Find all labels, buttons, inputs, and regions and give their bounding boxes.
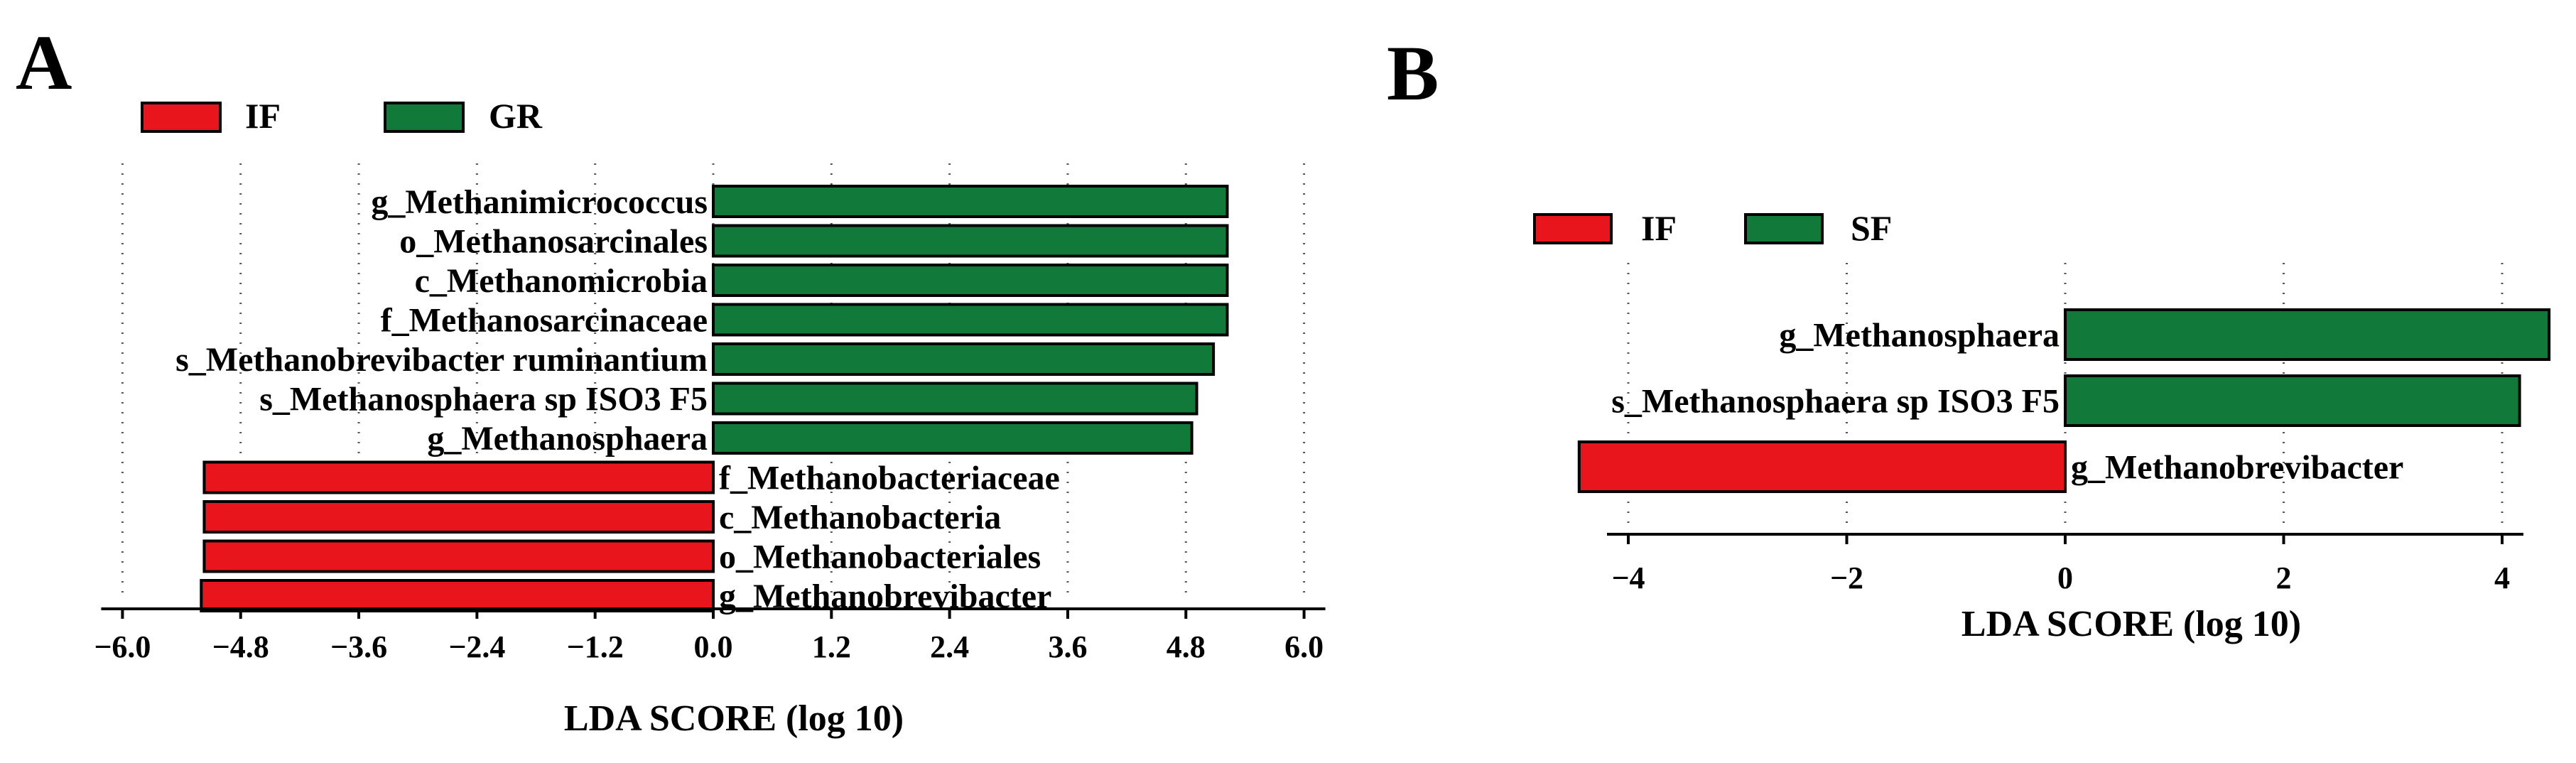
legend-label-sf: SF: [1851, 208, 1892, 248]
legend-b: IF SF: [1533, 208, 1892, 248]
bars-b: [1577, 308, 2551, 493]
category-label: f_Methanosarcinaceae: [381, 301, 708, 339]
bar-f-methanosarcinaceae: [712, 303, 1229, 337]
bar-f-methanobacteriaceae: [202, 460, 715, 494]
tick-label: −2: [1830, 561, 1863, 595]
tick-label: 4: [2494, 561, 2510, 595]
category-label: c_Methanobacteria: [719, 499, 1001, 536]
tick-label: −1.2: [567, 629, 624, 664]
tick-label: 3.6: [1048, 629, 1087, 664]
legend-label-if: IF: [1641, 208, 1677, 248]
legend-swatch-if: [141, 102, 222, 133]
x-axis-title-b: LDA SCORE (log 10): [1961, 604, 2301, 644]
category-label: g_Methanimicrococcus: [371, 183, 708, 221]
bar-g-methanosphaera: [2064, 308, 2551, 361]
tick-label: −3.6: [330, 629, 387, 664]
category-label: o_Methanosarcinales: [399, 222, 708, 260]
bar-g-methanobrevibacter: [1577, 440, 2067, 493]
category-label: f_Methanobacteriaceae: [719, 459, 1060, 497]
tick-label: 4.8: [1167, 629, 1206, 664]
panel-label-b: B: [1387, 30, 1439, 117]
tick-label: 0.0: [694, 629, 733, 664]
legend-swatch-gr: [384, 102, 465, 133]
ticks-a: −6.0 −4.8 −3.6 −2.4 −1.2 0.0 1.2 2.4 3.6 4.8 6.0: [94, 609, 1324, 664]
legend-label-if: IF: [245, 96, 281, 136]
tick-label: 6.0: [1284, 629, 1324, 664]
category-label: g_Methanosphaera: [1779, 316, 2060, 354]
bar-s-methanosphaera-sp-iso3-f5: [712, 381, 1198, 416]
category-label: o_Methanobacteriales: [719, 538, 1041, 575]
bar-c-methanobacteria: [202, 500, 715, 534]
legend-a: IF GR: [141, 96, 543, 136]
ticks-b: −4 −2 0 2 4: [1611, 534, 2510, 595]
tick-label: 2: [2276, 561, 2292, 595]
category-label: s_Methanobrevibacter ruminantium: [175, 341, 708, 379]
category-labels-a: g_Methanimicrococcuso_Methanosarcinalesc…: [175, 183, 1060, 615]
legend-swatch-sf: [1744, 213, 1824, 244]
tick-label: −2.4: [448, 629, 505, 664]
category-label: s_Methanosphaera sp ISO3 F5: [1611, 382, 2060, 420]
tick-label: 1.2: [812, 629, 851, 664]
bar-s-methanosphaera-sp-iso3-f5: [2064, 374, 2521, 427]
tick-label: −4.8: [212, 629, 269, 664]
tick-label: −6.0: [94, 629, 151, 664]
bars-a: [200, 185, 1229, 612]
tick-label: −4: [1611, 561, 1645, 595]
x-axis-title-a: LDA SCORE (log 10): [564, 698, 904, 739]
tick-label: 2.4: [930, 629, 969, 664]
tick-label: 0: [2057, 561, 2073, 595]
bar-s-methanobrevibacter-ruminantium: [712, 342, 1216, 376]
category-label: g_Methanobrevibacter: [2071, 448, 2403, 486]
panel-label-a: A: [16, 19, 72, 106]
category-labels-b: g_Methanosphaera s_Methanosphaera sp ISO3…: [1611, 316, 2403, 486]
legend-swatch-if: [1533, 213, 1613, 244]
category-label: s_Methanosphaera sp ISO3 F5: [259, 380, 708, 418]
bar-g-methanimicrococcus: [712, 185, 1229, 218]
bar-c-methanomicrobia: [712, 264, 1229, 297]
bar-o-methanobacteriales: [202, 539, 715, 573]
panel-a: A IF GR g_Methanimicrococcuso_Methanosar…: [16, 19, 1326, 739]
panel-b: B IF SF g_Methanosphaera s_Methanosphaera…: [1387, 30, 2551, 644]
category-label: g_Methanosphaera: [427, 420, 708, 458]
legend-label-gr: GR: [489, 96, 543, 136]
bar-o-methanosarcinales: [712, 224, 1229, 258]
bar-g-methanosphaera: [712, 421, 1194, 455]
category-label: c_Methanomicrobia: [415, 262, 708, 300]
bar-g-methanobrevibacter: [200, 579, 715, 612]
